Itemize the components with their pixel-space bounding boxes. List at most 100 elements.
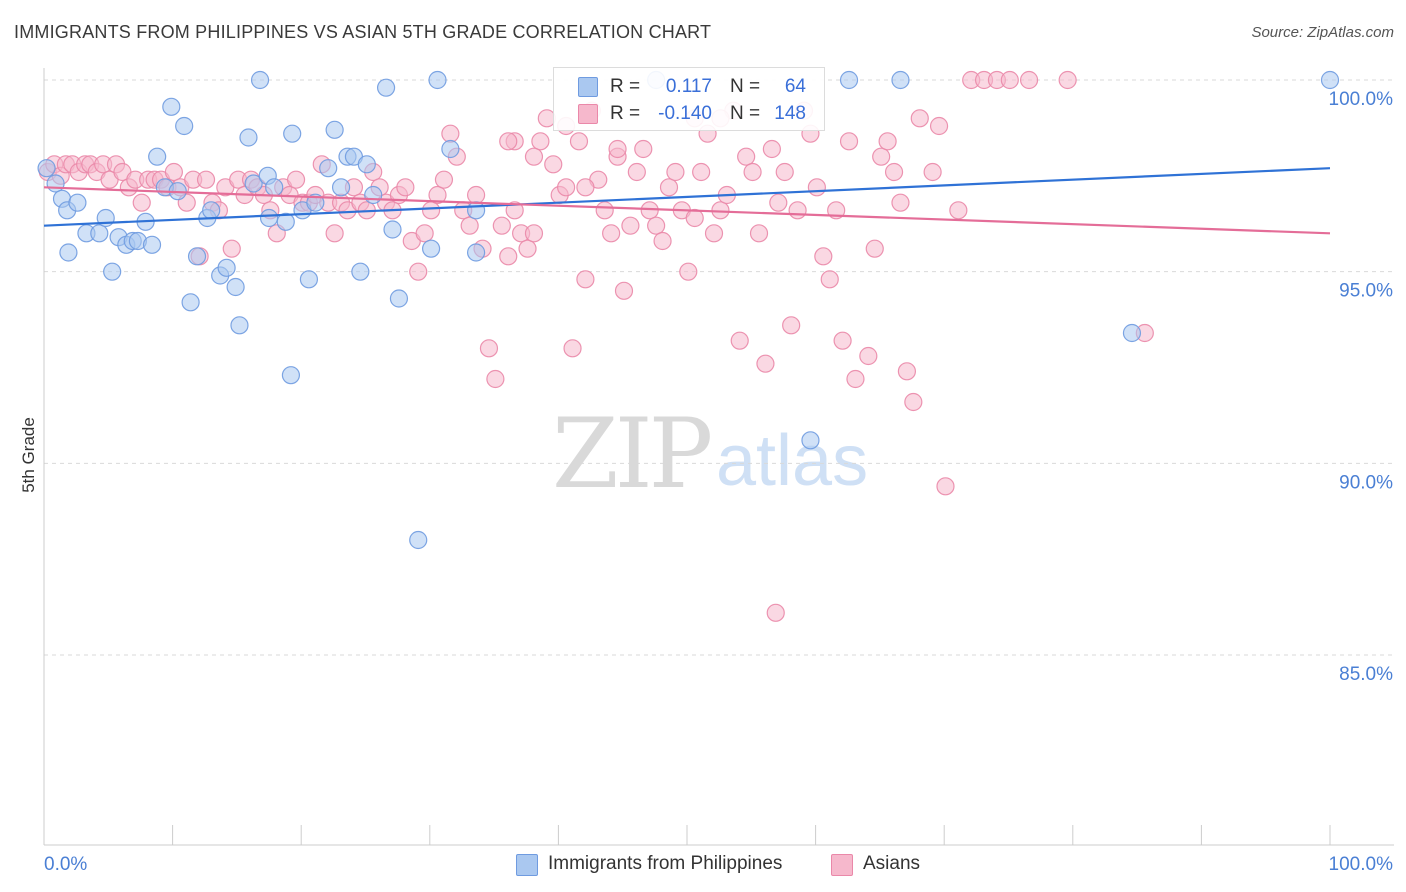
point-asians xyxy=(557,178,576,197)
pink-swatch xyxy=(578,104,598,124)
point-asians xyxy=(222,239,241,258)
point-philippines xyxy=(226,277,245,297)
point-asians xyxy=(653,231,672,251)
point-philippines xyxy=(148,147,167,166)
point-philippines xyxy=(250,70,270,90)
point-asians xyxy=(833,331,852,350)
point-asians xyxy=(524,224,544,243)
point-asians xyxy=(929,116,949,136)
n-label: N = xyxy=(730,76,761,97)
point-philippines xyxy=(103,262,122,281)
point-philippines xyxy=(331,178,351,197)
point-philippines xyxy=(187,247,207,266)
point-asians xyxy=(647,216,666,235)
point-philippines xyxy=(376,78,396,97)
point-asians xyxy=(196,170,216,189)
point-asians xyxy=(544,155,563,174)
y-axis-label: 5th Grade xyxy=(19,417,38,493)
point-asians xyxy=(409,262,428,281)
point-asians xyxy=(524,147,544,166)
point-asians xyxy=(569,132,589,151)
point-philippines xyxy=(466,243,486,262)
point-philippines xyxy=(68,193,87,212)
watermark-zip: ZIP xyxy=(552,398,713,510)
point-asians xyxy=(859,346,878,366)
legend-label: Immigrants from Philippines xyxy=(548,853,783,874)
point-asians xyxy=(910,109,929,128)
watermark-atlas: atlas xyxy=(716,421,869,501)
y-tick-label: 85.0% xyxy=(1339,664,1393,685)
point-asians xyxy=(563,339,582,358)
point-asians xyxy=(640,201,659,220)
point-philippines xyxy=(202,201,221,220)
point-asians xyxy=(769,193,788,212)
point-philippines xyxy=(839,70,859,90)
point-asians xyxy=(634,139,653,159)
point-asians xyxy=(325,224,344,243)
point-asians xyxy=(602,224,621,243)
n-value: 64 xyxy=(784,76,806,97)
point-philippines xyxy=(325,120,344,139)
point-philippines xyxy=(299,270,319,289)
point-asians xyxy=(679,262,698,281)
point-asians xyxy=(865,239,884,258)
point-asians xyxy=(531,132,550,151)
point-asians xyxy=(737,147,756,166)
point-asians xyxy=(1000,70,1019,90)
point-philippines xyxy=(59,243,78,262)
stats-row-blue: R = 0.117 N = 64 xyxy=(554,74,824,100)
trendline-asians xyxy=(43,186,1331,235)
point-asians xyxy=(627,162,646,182)
point-asians xyxy=(486,369,505,389)
point-philippines xyxy=(389,289,409,308)
blue-swatch xyxy=(516,854,538,876)
point-philippines xyxy=(46,174,65,193)
point-philippines xyxy=(1122,323,1142,343)
point-philippines xyxy=(162,97,181,116)
point-asians xyxy=(441,124,460,143)
point-philippines xyxy=(217,258,236,277)
point-philippines xyxy=(276,212,295,231)
point-philippines xyxy=(306,193,325,212)
point-philippines xyxy=(181,293,200,312)
point-asians xyxy=(872,147,891,166)
point-asians xyxy=(479,339,499,358)
point-asians xyxy=(923,162,942,182)
r-value: 0.117 xyxy=(665,76,712,97)
point-philippines xyxy=(428,70,447,90)
point-asians xyxy=(460,216,479,235)
point-asians xyxy=(621,216,640,235)
point-philippines xyxy=(281,366,301,385)
n-label: N = xyxy=(730,103,761,124)
point-asians xyxy=(884,162,904,182)
point-asians xyxy=(820,270,839,289)
trendline-philippines xyxy=(43,167,1331,227)
point-asians xyxy=(492,216,511,235)
point-asians xyxy=(434,170,454,189)
x-tick-label: 100.0% xyxy=(1329,854,1394,875)
y-tick-label: 95.0% xyxy=(1339,281,1393,302)
stats-legend: R = 0.117 N = 64 R = -0.140 N = 148 xyxy=(553,67,825,131)
point-asians xyxy=(608,139,627,159)
chart-title: IMMIGRANTS FROM PHILIPPINES VS ASIAN 5TH… xyxy=(14,22,712,42)
point-philippines xyxy=(142,235,162,254)
point-asians xyxy=(839,132,859,151)
y-tick-label: 90.0% xyxy=(1339,472,1393,493)
point-philippines xyxy=(801,431,820,450)
point-philippines xyxy=(283,124,302,143)
point-philippines xyxy=(37,159,56,178)
point-asians xyxy=(415,224,434,243)
point-philippines xyxy=(466,201,486,220)
point-asians xyxy=(396,178,415,197)
point-philippines xyxy=(421,239,441,258)
point-philippines xyxy=(409,530,428,550)
point-asians xyxy=(666,162,685,182)
point-asians xyxy=(499,132,518,151)
point-asians xyxy=(421,201,441,220)
r-value: -0.140 xyxy=(658,103,712,124)
point-asians xyxy=(499,247,518,266)
point-asians xyxy=(788,201,807,220)
point-asians xyxy=(1019,70,1039,90)
point-philippines xyxy=(319,159,338,178)
